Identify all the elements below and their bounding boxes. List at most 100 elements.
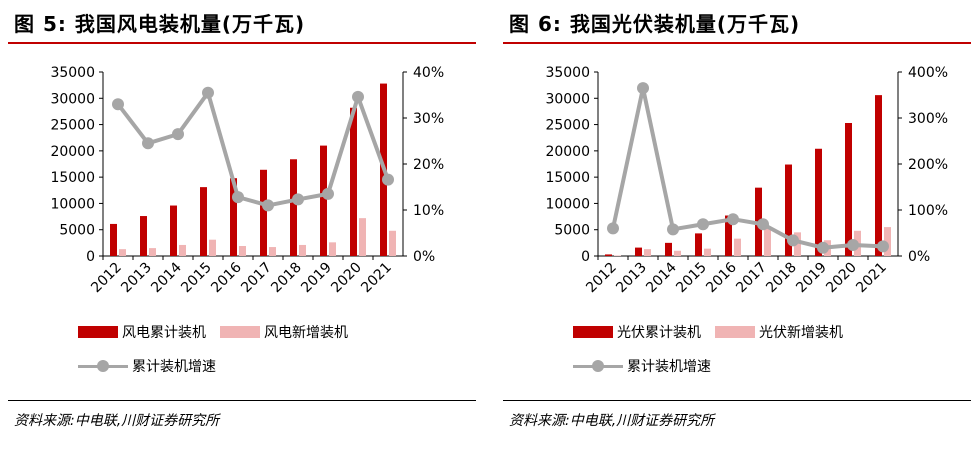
left-tick-label: 10000 xyxy=(50,196,95,212)
left-tick-label: 35000 xyxy=(50,65,95,81)
growth-point xyxy=(142,137,154,150)
growth-point xyxy=(877,240,889,253)
bar-new xyxy=(239,246,246,256)
source-divider xyxy=(8,400,476,401)
growth-point xyxy=(607,222,619,235)
growth-point xyxy=(847,238,859,251)
bar-cumulative xyxy=(695,233,702,256)
title-divider xyxy=(503,42,971,44)
growth-point xyxy=(727,213,739,226)
wind-chart-plot: 0 5000 10000 15000 20000 25000 30000 35000 0% 10%… xyxy=(50,65,444,297)
bar-cumulative xyxy=(605,254,612,256)
bar-new xyxy=(299,244,306,256)
legend-swatch-new xyxy=(715,326,755,338)
x-tick-label: 2015 xyxy=(178,260,215,297)
growth-line xyxy=(116,90,390,208)
growth-point xyxy=(667,223,679,236)
legend-swatch-cumulative xyxy=(78,326,118,338)
bar-new xyxy=(119,249,126,256)
source-divider xyxy=(503,400,971,401)
title-divider xyxy=(8,42,476,44)
bar-new xyxy=(674,250,681,256)
bar-new xyxy=(269,247,276,256)
legend-item-growth: 累计装机增速 xyxy=(78,356,216,376)
x-tick-label: 2021 xyxy=(853,260,890,297)
bar-new xyxy=(884,227,891,256)
x-tick-label: 2021 xyxy=(358,260,395,297)
x-tick-label: 2016 xyxy=(208,259,245,296)
legend-item-new: 风电新增装机 xyxy=(220,322,348,342)
legend-label-cumulative: 风电累计装机 xyxy=(122,325,206,341)
bar-cumulative xyxy=(320,145,327,256)
left-tick-label: 15000 xyxy=(545,170,590,186)
bar-cumulative xyxy=(200,187,207,256)
growth-line xyxy=(611,86,884,250)
x-tick-label: 2014 xyxy=(148,259,185,296)
left-tick-label: 0 xyxy=(581,249,590,265)
left-tick-label: 30000 xyxy=(545,91,590,107)
right-tick-label: 300% xyxy=(908,111,948,127)
left-tick-label: 20000 xyxy=(545,144,590,160)
legend-row-bars: 光伏累计装机 光伏新增装机 xyxy=(573,322,857,342)
bar-new xyxy=(149,248,156,256)
right-tick-label: 100% xyxy=(908,203,948,219)
growth-point xyxy=(172,128,184,141)
bar-new xyxy=(209,239,216,256)
left-tick-label: 25000 xyxy=(545,118,590,134)
left-tick-label: 5000 xyxy=(554,223,590,239)
legend-swatch-growth xyxy=(78,359,128,373)
legend-row-line: 累计装机增速 xyxy=(573,356,725,376)
growth-point xyxy=(112,98,124,111)
growth-point xyxy=(382,173,394,186)
bar-new xyxy=(644,249,651,256)
legend-item-cumulative: 光伏累计装机 xyxy=(573,322,701,342)
left-tick-label: 30000 xyxy=(50,91,95,107)
x-tick-label: 2017 xyxy=(733,260,770,297)
bar-new xyxy=(704,248,711,256)
growth-point xyxy=(262,199,274,212)
x-tick-label: 2016 xyxy=(703,259,740,296)
legend-label-cumulative: 光伏累计装机 xyxy=(617,325,701,341)
growth-point xyxy=(292,193,304,206)
bar-cumulative xyxy=(665,242,672,256)
growth-point xyxy=(697,218,709,231)
x-tick-label: 2015 xyxy=(673,260,710,297)
bar-cumulative xyxy=(875,95,882,256)
bar-cumulative xyxy=(815,148,822,256)
right-tick-label: 200% xyxy=(908,157,948,173)
left-tick-label: 15000 xyxy=(50,170,95,186)
bar-new xyxy=(764,228,771,256)
bar-cumulative xyxy=(170,205,177,256)
x-tick-label: 2019 xyxy=(298,260,335,297)
bar-new xyxy=(359,218,366,256)
x-tick-label: 2020 xyxy=(328,260,365,297)
legend-swatch-cumulative xyxy=(573,326,613,338)
legend-item-cumulative: 风电累计装机 xyxy=(78,322,206,342)
bar-new xyxy=(329,242,336,256)
left-tick-label: 5000 xyxy=(59,223,95,239)
source-note: 资料来源:中电联,川财证券研究所 xyxy=(509,413,715,429)
x-tick-label: 2014 xyxy=(643,259,680,296)
x-tick-label: 2013 xyxy=(613,260,650,297)
chart-title: 图 6: 我国光伏装机量(万千瓦) xyxy=(509,12,801,36)
growth-point xyxy=(637,82,649,95)
legend-label-new: 光伏新增装机 xyxy=(759,325,843,341)
growth-point xyxy=(202,86,214,99)
x-tick-label: 2019 xyxy=(793,260,830,297)
right-tick-label: 0% xyxy=(413,249,435,265)
source-note: 资料来源:中电联,川财证券研究所 xyxy=(14,413,220,429)
legend-item-new: 光伏新增装机 xyxy=(715,322,843,342)
growth-point xyxy=(352,90,364,103)
legend-label-growth: 累计装机增速 xyxy=(132,359,216,375)
chart-title: 图 5: 我国风电装机量(万千瓦) xyxy=(14,12,306,36)
bar-cumulative xyxy=(350,107,357,257)
bar-cumulative xyxy=(845,122,852,256)
growth-point xyxy=(787,234,799,247)
bar-new xyxy=(614,255,621,256)
bar-new xyxy=(179,244,186,256)
growth-point xyxy=(322,187,334,200)
bar-cumulative xyxy=(635,247,642,256)
solar-chart-plot: 0 5000 10000 15000 20000 25000 30000 35000 0% 100… xyxy=(545,65,948,297)
right-tick-label: 0% xyxy=(908,249,930,265)
growth-point xyxy=(817,241,829,254)
